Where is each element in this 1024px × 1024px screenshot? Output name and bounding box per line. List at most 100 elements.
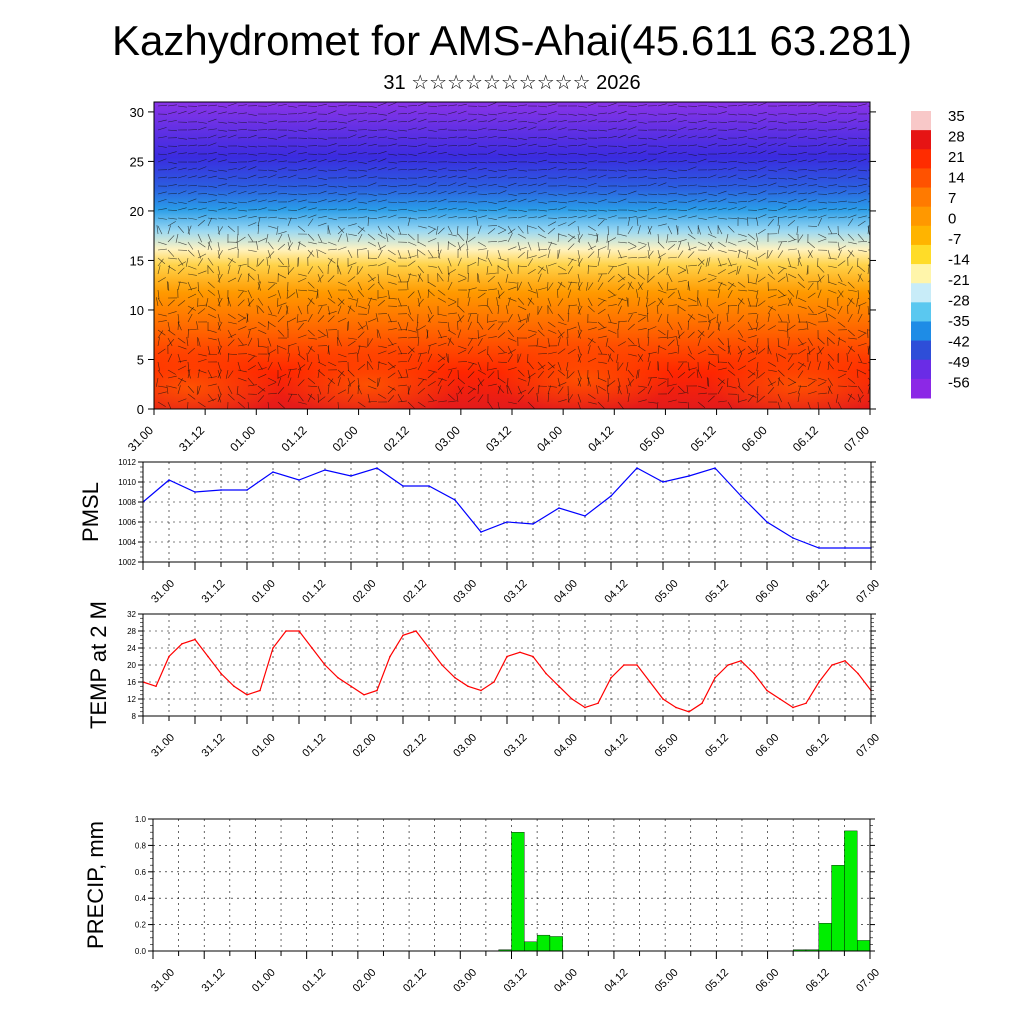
wind-vector <box>857 137 867 140</box>
wind-vector <box>367 385 377 390</box>
wind-vector <box>867 225 870 235</box>
wind-vector <box>687 105 698 107</box>
series-point <box>844 547 846 549</box>
wind-vector <box>447 337 455 346</box>
wind-vector <box>527 177 537 180</box>
wind-vector <box>727 257 732 267</box>
wind-vector <box>437 321 447 324</box>
wind-vector <box>296 313 299 323</box>
wind-vector <box>217 361 221 371</box>
wind-vector <box>817 361 821 371</box>
wind-vector <box>697 257 705 265</box>
wind-vector <box>787 104 797 107</box>
series-point <box>571 698 573 700</box>
wind-vector <box>637 265 640 275</box>
wind-vector <box>287 345 290 355</box>
wind-vector <box>207 281 215 289</box>
wind-vector <box>177 365 187 371</box>
wind-vector <box>547 137 557 141</box>
heatmap-ytick-label: 10 <box>130 303 144 318</box>
wind-vector <box>347 337 357 340</box>
wind-vector <box>517 246 527 251</box>
wind-vector <box>497 345 505 353</box>
wind-vector <box>417 273 424 282</box>
wind-vector <box>547 321 556 328</box>
wind-vector <box>617 193 628 195</box>
wind-vector <box>737 329 744 338</box>
wind-vector <box>445 353 449 363</box>
wind-vector <box>247 145 257 148</box>
wind-vector <box>827 216 837 219</box>
wind-vector <box>617 145 627 149</box>
wind-vector <box>167 311 177 315</box>
wind-vector <box>247 174 257 179</box>
wind-vector <box>257 385 266 392</box>
wind-vector <box>787 238 797 243</box>
wind-vector <box>797 136 807 139</box>
wind-vector <box>277 113 287 115</box>
wind-vector <box>217 111 227 115</box>
wind-vector <box>567 185 578 187</box>
wind-vector <box>417 118 427 123</box>
wind-vector <box>167 151 177 155</box>
wind-vector <box>207 353 217 355</box>
wind-vector <box>607 304 617 307</box>
wind-vector <box>747 321 753 331</box>
wind-vector <box>447 379 455 387</box>
wind-vector <box>577 281 583 291</box>
wind-vector <box>287 150 297 155</box>
wind-vector <box>717 337 725 346</box>
wind-vector <box>627 257 638 259</box>
wind-vector <box>477 215 487 219</box>
wind-vector <box>726 313 729 323</box>
wind-vector <box>546 265 549 275</box>
series-point <box>428 485 430 487</box>
wind-vector <box>707 361 710 371</box>
wind-vector <box>227 297 230 307</box>
wind-vector <box>527 225 537 229</box>
wind-vector <box>837 245 847 251</box>
wind-vector <box>477 248 487 251</box>
wind-vector <box>197 270 207 275</box>
wind-vector <box>497 322 504 331</box>
wind-vector <box>277 329 285 337</box>
precip-bar <box>856 940 871 952</box>
wind-vector <box>857 332 866 339</box>
wind-vector <box>637 184 647 187</box>
xtick-label: 01.00 <box>250 578 278 606</box>
wind-vector <box>797 328 807 331</box>
wind-vector <box>227 313 236 320</box>
wind-vector <box>727 269 737 275</box>
wind-vector <box>177 300 186 307</box>
series-point <box>363 693 365 696</box>
wind-vector <box>447 329 456 335</box>
wind-vector <box>437 400 447 403</box>
wind-vector <box>687 233 696 240</box>
wind-vector <box>787 153 797 156</box>
wind-vector <box>857 257 859 267</box>
wind-vector <box>297 364 306 371</box>
wind-vector <box>807 337 813 346</box>
wind-vector <box>197 105 208 107</box>
wind-vector <box>847 266 854 275</box>
wind-vector <box>507 160 517 163</box>
wind-vector <box>847 297 855 305</box>
wind-vector <box>227 134 237 139</box>
wind-vector <box>387 257 397 263</box>
wind-vector <box>337 299 345 307</box>
wind-vector <box>285 305 289 315</box>
wind-vector <box>737 217 747 220</box>
wind-vector <box>297 289 307 292</box>
wind-vector <box>537 305 543 315</box>
wind-vector <box>727 345 731 355</box>
wind-vector <box>347 191 357 195</box>
wind-vector <box>387 161 397 164</box>
wind-vector <box>567 394 574 403</box>
wind-vector <box>337 361 348 363</box>
wind-vector <box>747 273 749 284</box>
wind-vector <box>706 377 709 387</box>
wind-vector <box>317 305 323 315</box>
wind-vector <box>777 369 785 377</box>
